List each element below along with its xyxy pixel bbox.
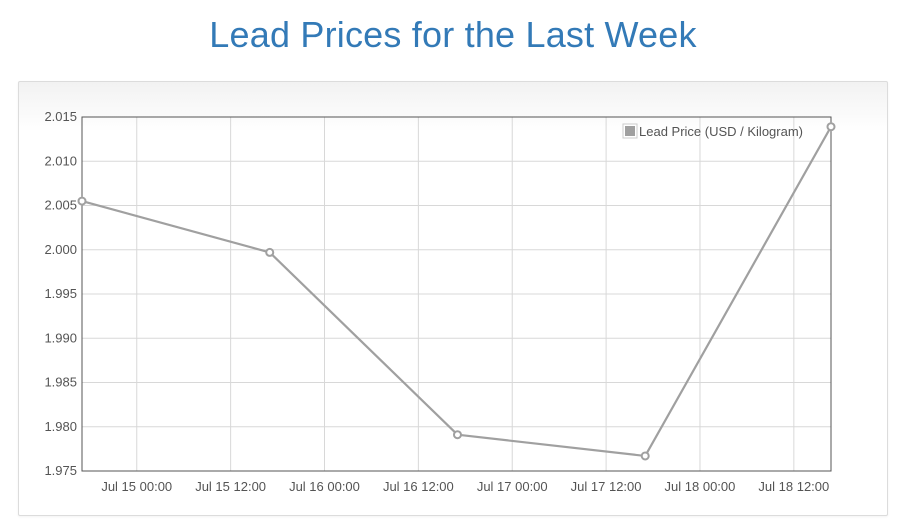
data-point[interactable] (452, 430, 462, 440)
chart-panel: 1.975 1.980 1.985 1.990 1.995 2.000 2.005 2.010… (18, 81, 888, 516)
x-tick-label: Jul 17 00:00 (477, 479, 548, 494)
data-point[interactable] (265, 247, 275, 257)
y-tick-label: 2.010 (44, 153, 77, 168)
y-tick-label: 2.000 (44, 242, 77, 257)
data-point[interactable] (640, 451, 650, 461)
x-tick-label: Jul 16 12:00 (383, 479, 454, 494)
y-tick-label: 1.990 (44, 330, 77, 345)
series-line (81, 126, 832, 458)
data-point[interactable] (826, 122, 836, 132)
y-tick-label: 1.985 (44, 375, 77, 390)
y-tick-labels: 1.975 1.980 1.985 1.990 1.995 2.000 2.005 2.010… (44, 109, 77, 478)
x-tick-label: Jul 15 12:00 (195, 479, 266, 494)
line-chart: 1.975 1.980 1.985 1.990 1.995 2.000 2.005 2.010… (44, 109, 836, 494)
x-tick-label: Jul 16 00:00 (289, 479, 360, 494)
x-tick-label: Jul 17 12:00 (571, 479, 642, 494)
y-tick-label: 1.995 (44, 286, 77, 301)
x-tick-label: Jul 18 00:00 (665, 479, 736, 494)
plot-frame (81, 116, 832, 472)
legend: Lead Price (USD / Kilogram) (622, 123, 803, 139)
legend-label: Lead Price (USD / Kilogram) (639, 124, 803, 139)
data-point[interactable] (77, 196, 87, 206)
legend-swatch (625, 126, 635, 136)
y-tick-label: 2.015 (44, 109, 77, 124)
y-tick-label: 1.975 (44, 463, 77, 478)
x-tick-label: Jul 18 12:00 (758, 479, 829, 494)
x-tick-labels: Jul 15 00:00 Jul 15 12:00 Jul 16 00:00 Jul … (101, 479, 829, 494)
gridlines (82, 116, 831, 472)
y-tick-label: 1.980 (44, 419, 77, 434)
series-layer (77, 122, 836, 461)
x-tick-label: Jul 15 00:00 (101, 479, 172, 494)
page-title: Lead Prices for the Last Week (209, 14, 697, 55)
y-tick-label: 2.005 (44, 198, 77, 213)
